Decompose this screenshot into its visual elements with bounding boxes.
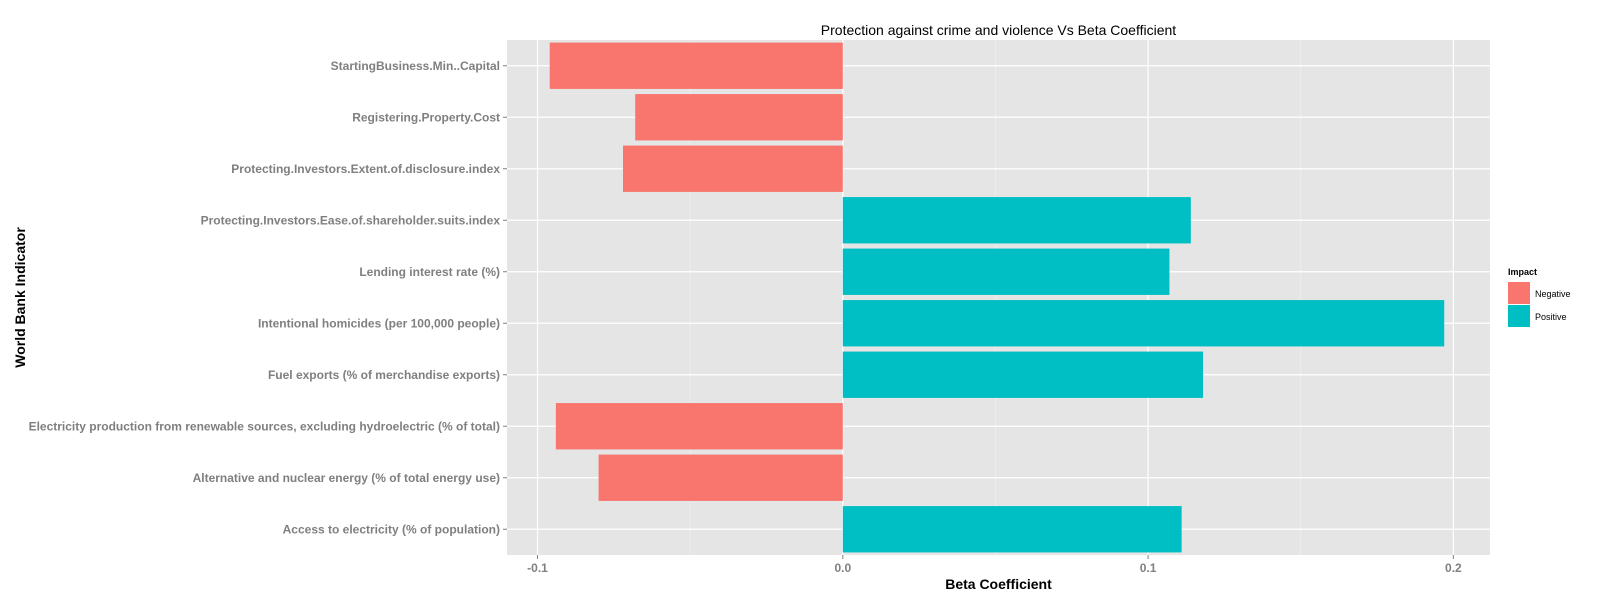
x-tick-label: 0.1 [1140,561,1157,575]
y-tick-label: Electricity production from renewable so… [29,419,500,433]
bar [549,42,843,89]
bar [842,248,1170,295]
y-tick-label: Fuel exports (% of merchandise exports) [268,368,500,382]
y-tick-label: Access to electricity (% of population) [283,522,500,536]
y-tick-label: Registering.Property.Cost [352,110,500,124]
x-tick-label: 0.0 [834,561,851,575]
legend: Impact Negative Positive [1508,267,1571,327]
x-tick-label: 0.2 [1445,561,1462,575]
y-axis-title: World Bank Indicator [12,227,28,368]
bars [549,42,1445,553]
bar [842,351,1204,398]
legend-label: Negative [1535,289,1571,299]
legend-swatch [1508,282,1530,304]
y-tick-label: Intentional homicides (per 100,000 peopl… [258,316,500,330]
x-tick-label: -0.1 [527,561,548,575]
bar [623,145,843,192]
x-axis-title: Beta Coefficient [945,576,1052,592]
bar [842,197,1191,244]
bar [842,506,1182,553]
legend-entries: Negative Positive [1508,282,1571,327]
y-tick-label: Lending interest rate (%) [359,265,500,279]
legend-label: Positive [1535,312,1567,322]
y-tick-label: Protecting.Investors.Ease.of.shareholder… [201,213,501,227]
y-tick-label: StartingBusiness.Min..Capital [331,59,500,73]
bar [555,403,843,450]
chart-title: Protection against crime and violence Vs… [821,22,1176,38]
legend-swatch [1508,305,1530,327]
y-tick-label: Protecting.Investors.Extent.of.disclosur… [231,162,500,176]
x-axis: -0.1 0.0 0.1 0.2 [527,555,1462,575]
legend-title: Impact [1508,267,1537,277]
y-tick-label: Alternative and nuclear energy (% of tot… [193,471,500,485]
bar [842,300,1445,347]
bar [598,454,843,501]
bar [635,94,843,141]
y-axis: StartingBusiness.Min..Capital Registering… [29,59,507,536]
